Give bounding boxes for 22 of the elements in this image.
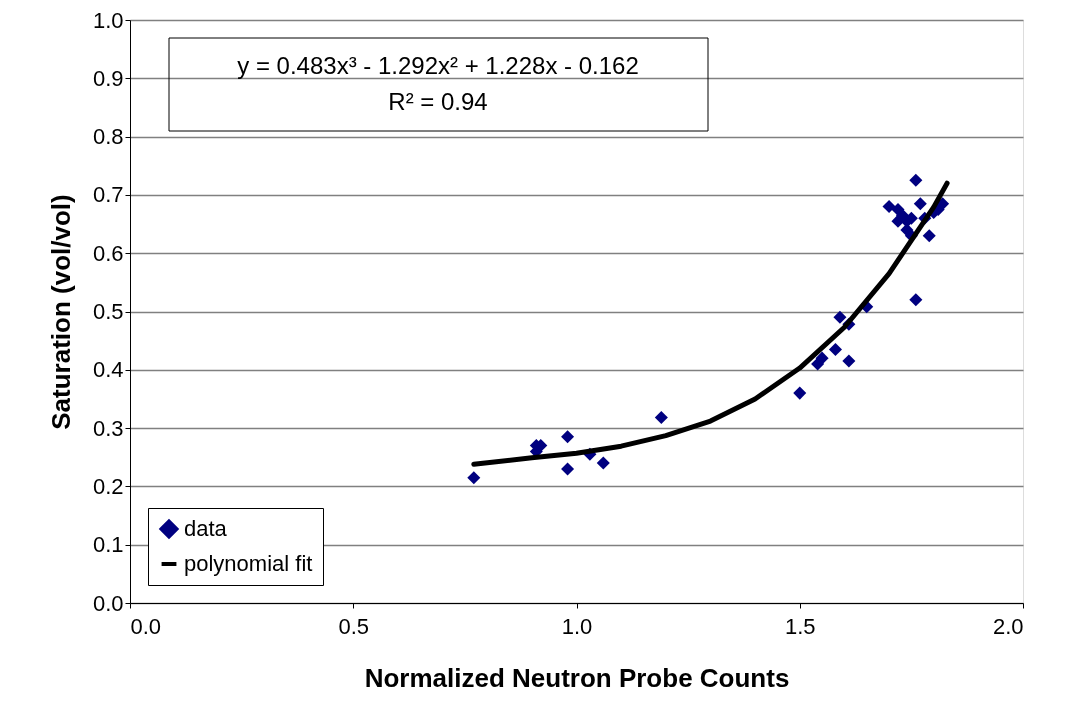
annotation: y = 0.483x³ - 1.292x² + 1.228x - 0.162 (237, 52, 639, 79)
annotation: R² = 0.94 (388, 88, 488, 115)
y-tick-label: 0.3 (92, 415, 124, 441)
y-tick-label: 0.6 (92, 240, 124, 266)
y-tick-label: 0.8 (92, 124, 124, 150)
y-tick-label: 0.9 (92, 65, 124, 91)
x-tick-label: 2.0 (992, 613, 1024, 639)
x-tick-label: 1.0 (561, 613, 593, 639)
x-axis-title: Normalized Neutron Probe Counts (364, 662, 790, 693)
y-tick-label: 0.2 (92, 473, 124, 499)
legend-label: polynomial fit (184, 551, 313, 576)
y-tick-label: 0.5 (92, 299, 124, 324)
y-tick-label: 0.0 (92, 590, 124, 616)
y-tick-label: 0.1 (92, 532, 124, 558)
y-tick-label: 1.0 (92, 7, 124, 33)
x-tick-label: 0.5 (338, 613, 370, 639)
x-tick-label: 1.5 (784, 613, 816, 639)
x-tick-label: 0.0 (130, 613, 162, 639)
y-tick-label: 0.7 (92, 182, 124, 208)
y-tick-label: 0.4 (92, 357, 124, 383)
y-axis-title: Saturation (vol/vol) (45, 194, 76, 430)
legend-label: data (184, 516, 228, 541)
